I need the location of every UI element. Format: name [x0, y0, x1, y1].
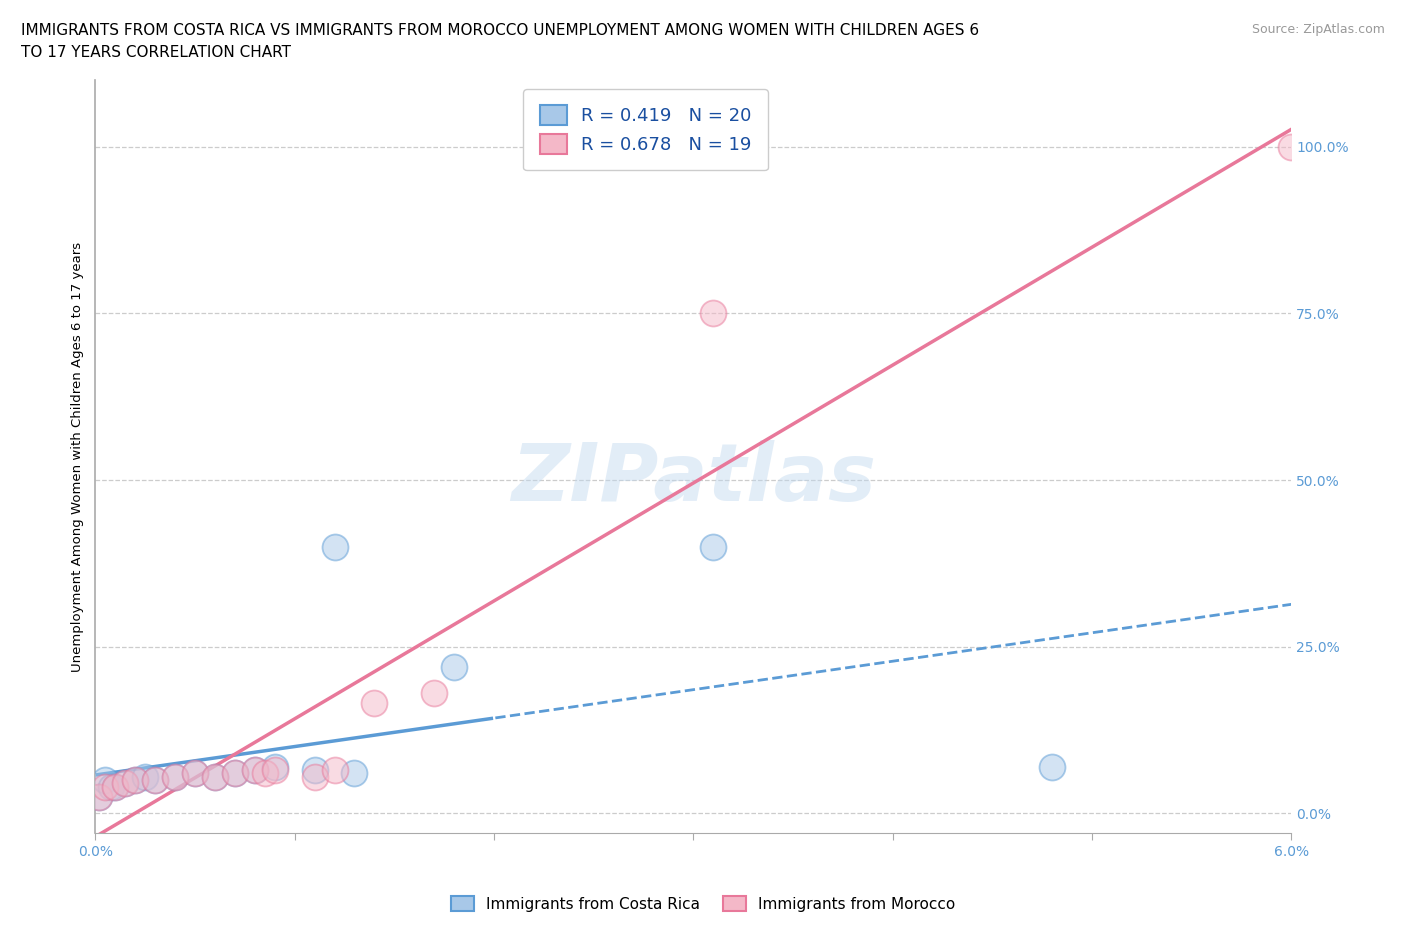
Point: [702, 306, 724, 321]
Point: [100, 779, 122, 794]
Point: [702, 539, 724, 554]
Point: [114, 776, 136, 790]
Point: [224, 766, 246, 781]
Point: [243, 763, 266, 777]
Point: [134, 769, 156, 784]
Text: TO 17 YEARS CORRELATION CHART: TO 17 YEARS CORRELATION CHART: [21, 45, 291, 60]
Point: [104, 779, 127, 794]
Point: [143, 773, 166, 788]
Text: Source: ZipAtlas.com: Source: ZipAtlas.com: [1251, 23, 1385, 36]
Point: [124, 773, 146, 788]
Point: [89, 790, 111, 804]
Point: [1279, 140, 1302, 154]
Point: [204, 769, 226, 784]
Point: [263, 763, 285, 777]
Point: [443, 659, 465, 674]
Legend: R = 0.419   N = 20, R = 0.678   N = 19: R = 0.419 N = 20, R = 0.678 N = 19: [523, 89, 768, 170]
Point: [363, 696, 385, 711]
Point: [124, 773, 146, 788]
Point: [114, 776, 136, 790]
Point: [184, 766, 207, 781]
Point: [323, 763, 346, 777]
Point: [224, 766, 246, 781]
Point: [263, 759, 285, 774]
Point: [204, 769, 226, 784]
Point: [89, 790, 111, 804]
Point: [104, 779, 127, 794]
Point: [304, 769, 326, 784]
Text: IMMIGRANTS FROM COSTA RICA VS IMMIGRANTS FROM MOROCCO UNEMPLOYMENT AMONG WOMEN W: IMMIGRANTS FROM COSTA RICA VS IMMIGRANTS…: [21, 23, 979, 38]
Point: [253, 766, 276, 781]
Point: [143, 773, 166, 788]
Point: [94, 779, 117, 794]
Point: [243, 763, 266, 777]
Point: [94, 773, 117, 788]
Point: [304, 763, 326, 777]
Text: ZIPatlas: ZIPatlas: [510, 440, 876, 518]
Point: [165, 769, 187, 784]
Legend: Immigrants from Costa Rica, Immigrants from Morocco: Immigrants from Costa Rica, Immigrants f…: [444, 889, 962, 918]
Point: [423, 686, 446, 701]
Point: [343, 766, 366, 781]
Point: [184, 766, 207, 781]
Point: [323, 539, 346, 554]
Y-axis label: Unemployment Among Women with Children Ages 6 to 17 years: Unemployment Among Women with Children A…: [72, 242, 84, 671]
Point: [1040, 759, 1063, 774]
Point: [165, 769, 187, 784]
